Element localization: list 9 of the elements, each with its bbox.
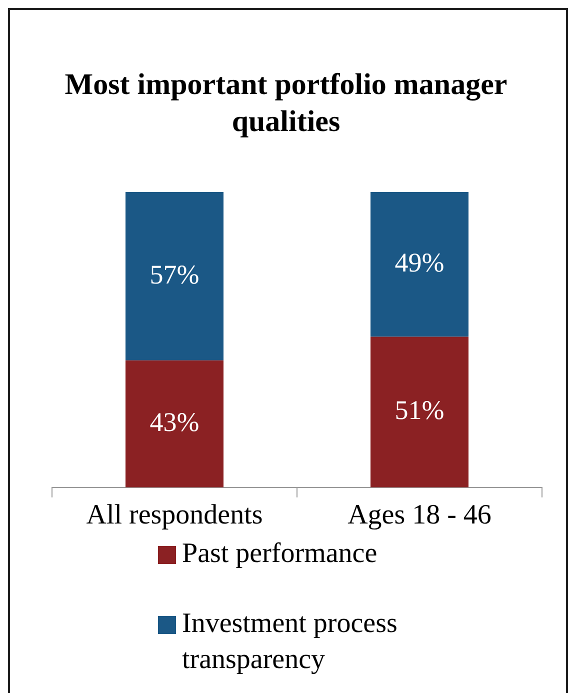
x-tick-label: All respondents [86, 500, 263, 531]
legend-label: Past performance [182, 537, 378, 571]
legend-label: Investment process transparency [182, 607, 398, 677]
data-label: 57% [150, 259, 200, 290]
data-label: 51% [394, 395, 444, 426]
x-tick-label: Ages 18 - 46 [348, 500, 492, 531]
chart-title: Most important portfolio manager qualities [64, 67, 508, 140]
data-label: 43% [150, 406, 200, 437]
data-label: 49% [394, 247, 444, 278]
